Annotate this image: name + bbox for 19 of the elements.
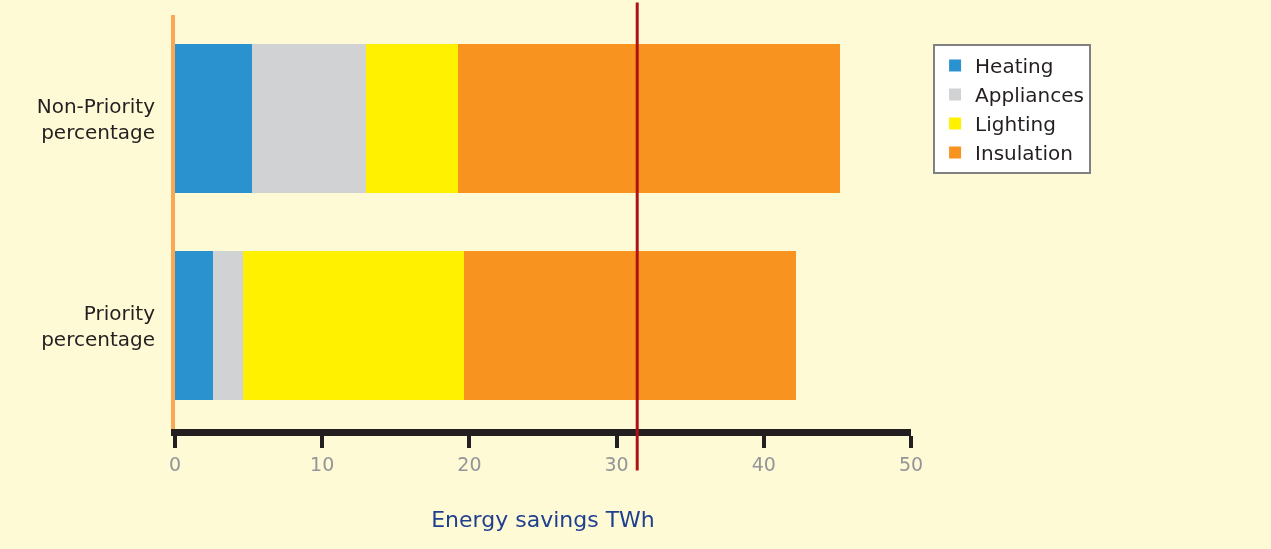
bar <box>366 43 458 194</box>
x-axis-title: Energy savings TWh <box>431 506 655 532</box>
legend-label: Insulation <box>975 141 1073 166</box>
x-tick-label: 30 <box>604 452 629 475</box>
y-tick-label: Non-Priority percentage <box>36 93 156 144</box>
legend-label: Heating <box>975 54 1054 79</box>
x-tick-label: 20 <box>457 452 482 475</box>
bar <box>251 43 367 194</box>
x-tick-label: 0 <box>168 452 182 475</box>
legend-label: Appliances <box>975 83 1084 108</box>
bar <box>242 250 464 401</box>
x-tick-label: 10 <box>310 452 335 475</box>
bar <box>213 250 243 401</box>
x-tick-label: 50 <box>898 452 924 475</box>
bar <box>463 250 797 401</box>
x-tick-label: 40 <box>751 452 776 475</box>
legend-label: Lighting <box>975 112 1056 137</box>
y-tick-label: Priority percentage <box>41 300 156 351</box>
bar <box>457 43 841 194</box>
